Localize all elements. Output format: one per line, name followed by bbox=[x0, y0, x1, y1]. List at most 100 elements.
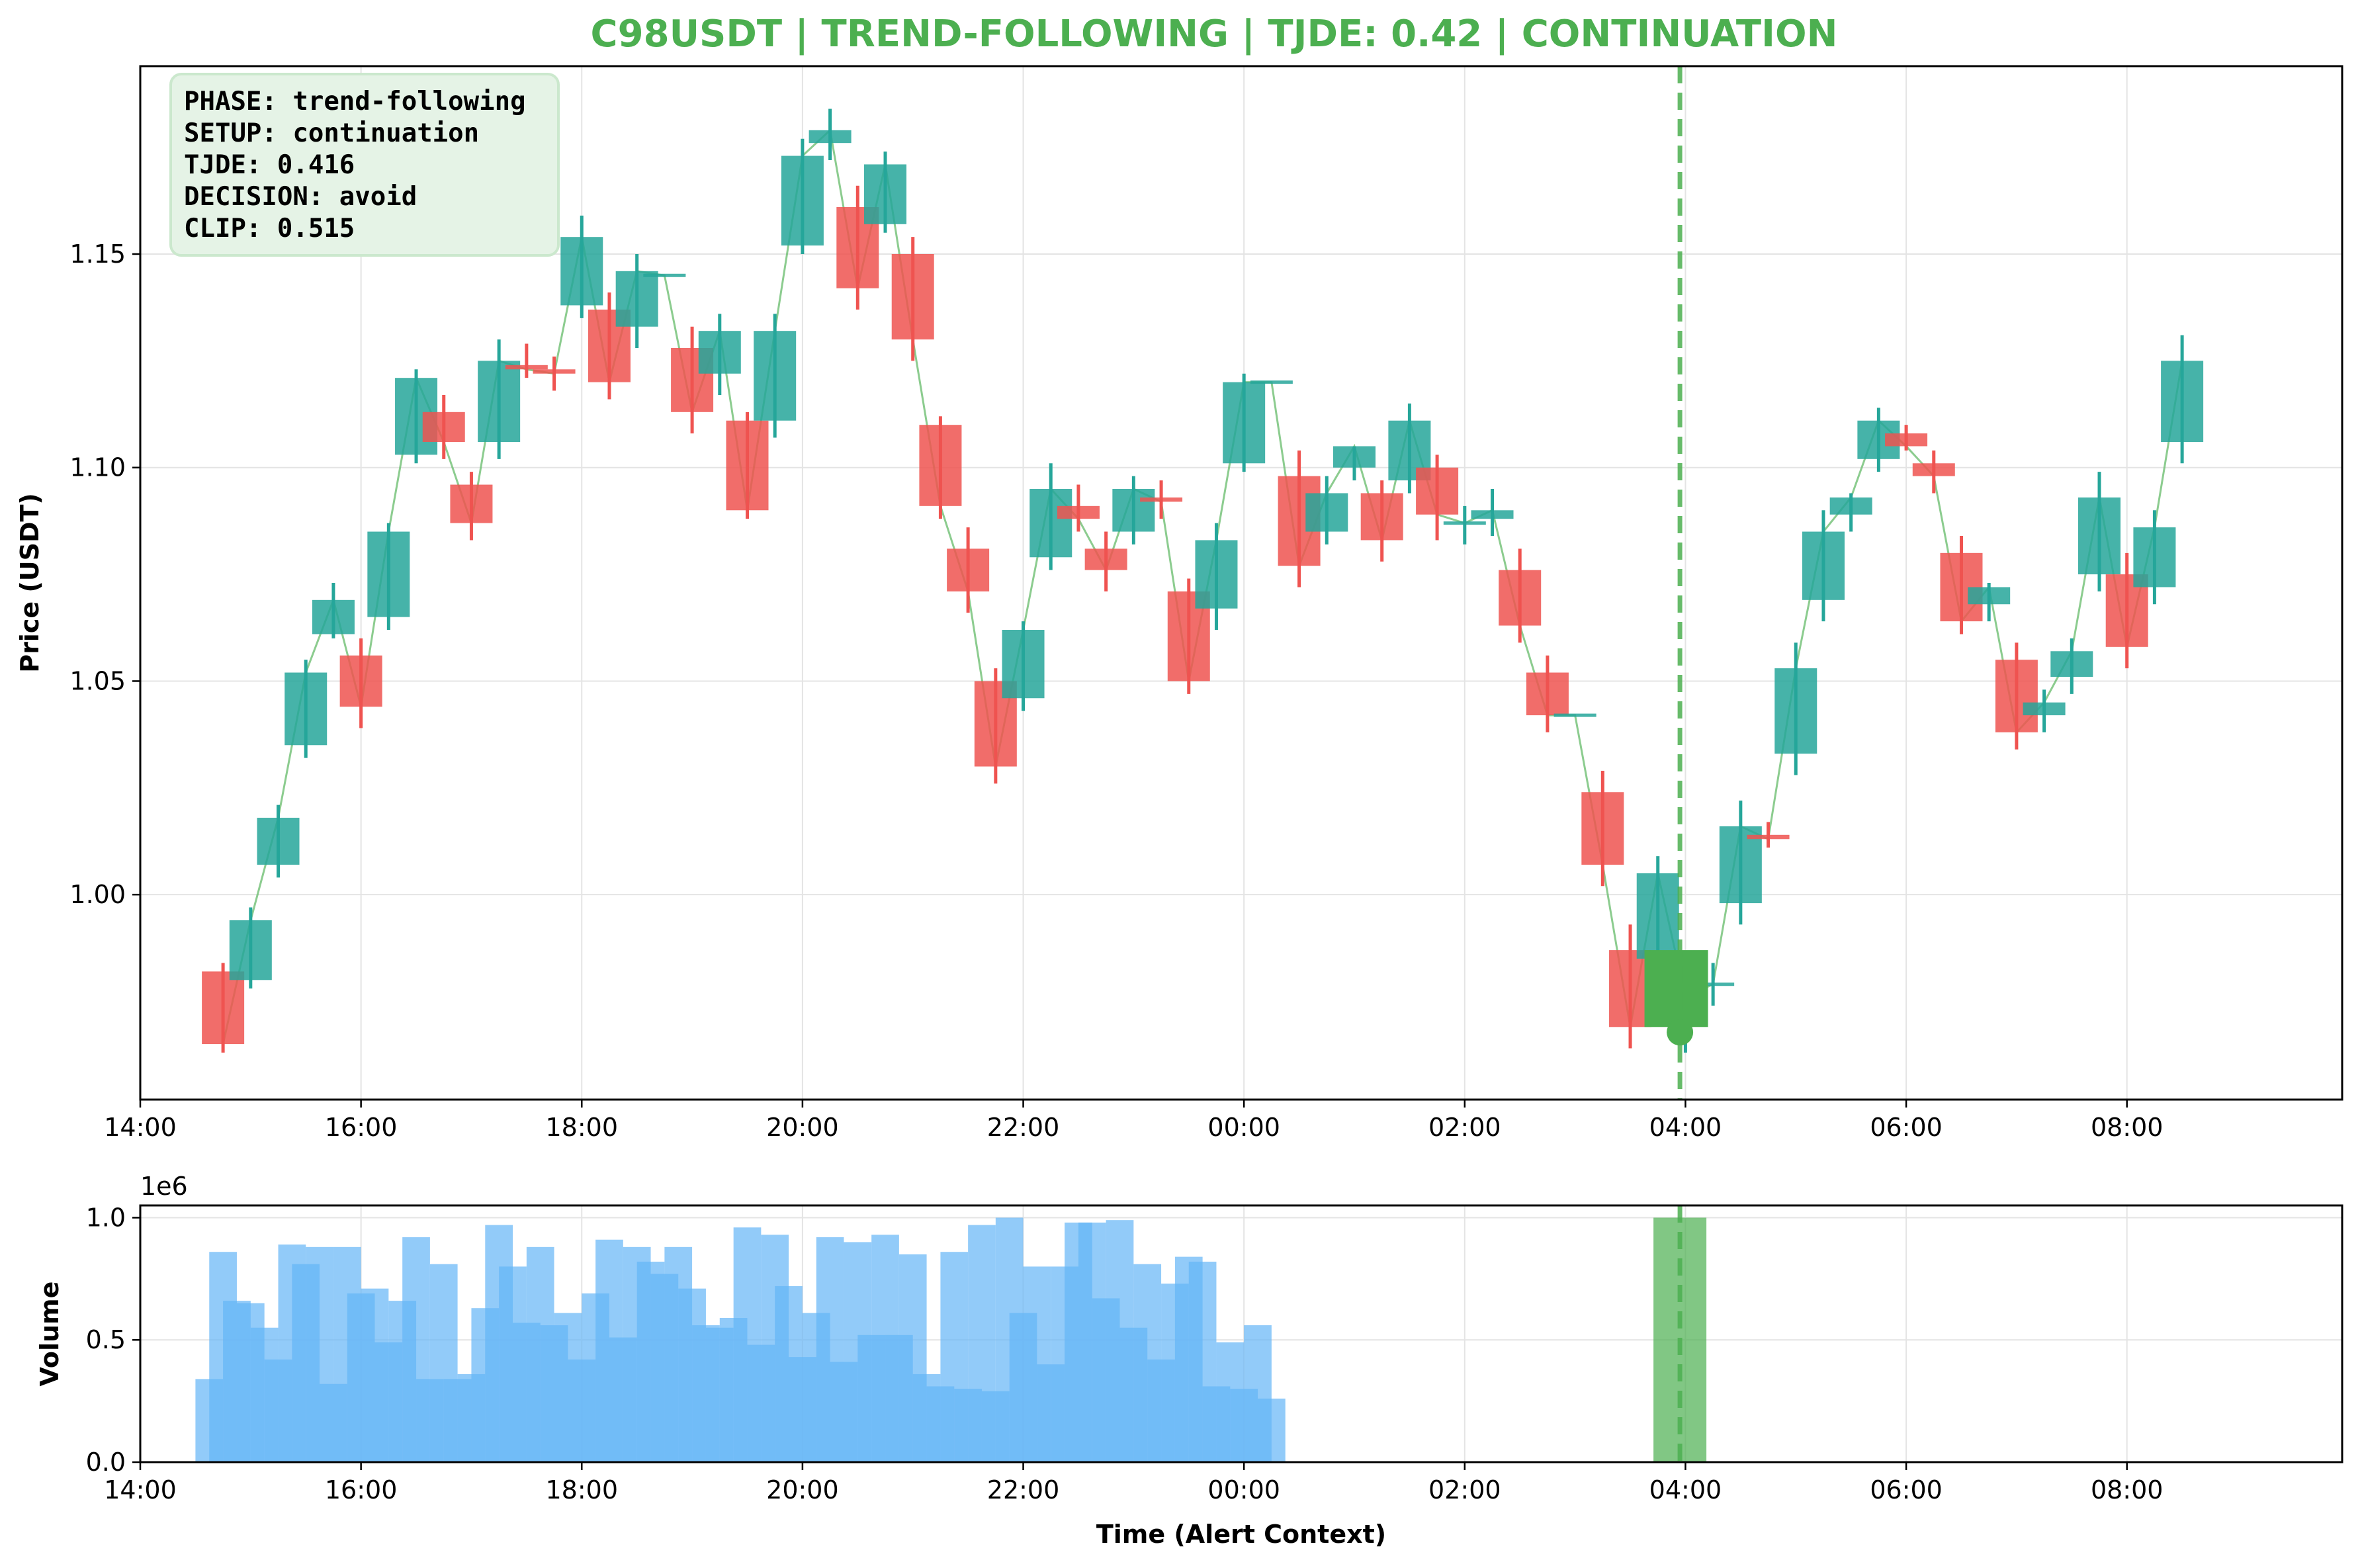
price-axes-frame bbox=[139, 65, 2343, 1101]
candle-body bbox=[1609, 950, 1652, 1027]
candle-body bbox=[422, 412, 465, 442]
price-y-tick-label: 1.15 bbox=[69, 240, 126, 269]
price-y-tick-label: 1.00 bbox=[69, 880, 126, 909]
volume-alert-marker bbox=[1653, 1205, 1707, 1462]
candle bbox=[891, 237, 934, 361]
candle bbox=[339, 638, 382, 728]
price-x-ticks: 14:00 16:00 18:00 20:00 22:00 00:00 02:00 04:00… bbox=[104, 1100, 2163, 1142]
price-panel: 14:00 16:00 18:00 20:00 22:00 00:00 02:00 04:00… bbox=[15, 65, 2343, 1142]
volume-bar bbox=[1258, 1398, 1286, 1462]
candle bbox=[1305, 476, 1348, 544]
candle bbox=[1968, 583, 2011, 622]
candle bbox=[1609, 924, 1652, 1049]
volume-x-tick-label: 22:00 bbox=[987, 1475, 1060, 1504]
candle bbox=[1388, 403, 1431, 494]
candle bbox=[2050, 638, 2093, 694]
volume-x-tick-label: 06:00 bbox=[1870, 1475, 1943, 1504]
volume-y-tick-label: 0.0 bbox=[86, 1448, 126, 1477]
volume-x-ticks: 14:00 16:00 18:00 20:00 22:00 00:00 02:00 04:00… bbox=[104, 1462, 2163, 1504]
volume-y-axis-label: Volume bbox=[35, 1282, 64, 1387]
candle bbox=[450, 472, 493, 541]
info-clip: CLIP: 0.515 bbox=[184, 214, 355, 243]
candle-body bbox=[1912, 463, 1955, 476]
candle-body bbox=[1360, 493, 1403, 541]
candle-body bbox=[919, 425, 962, 506]
price-y-ticks: 1.00 1.05 1.10 1.15 bbox=[69, 240, 140, 909]
candle bbox=[919, 416, 962, 519]
candle bbox=[1912, 450, 1955, 494]
candle bbox=[1692, 963, 1735, 1006]
candle bbox=[1360, 480, 1403, 562]
candle bbox=[947, 527, 990, 613]
candle-body bbox=[1995, 660, 2038, 732]
candle-body bbox=[284, 672, 328, 746]
info-box-background bbox=[169, 73, 560, 257]
candle-body bbox=[229, 920, 272, 980]
candle bbox=[698, 314, 741, 395]
candle-body bbox=[1195, 540, 1238, 609]
candle-body bbox=[1250, 380, 1293, 384]
price-y-axis-label: Price (USDT) bbox=[15, 493, 44, 673]
price-x-tick-label: 22:00 bbox=[987, 1113, 1060, 1142]
candle bbox=[284, 660, 328, 758]
candle bbox=[1802, 510, 1845, 622]
candle-body bbox=[1443, 521, 1486, 525]
candle-body bbox=[1553, 713, 1597, 717]
volume-x-axis-label: Time (Alert Context) bbox=[1096, 1520, 1386, 1549]
candle-body bbox=[1885, 433, 1928, 447]
price-x-tick-label: 06:00 bbox=[1870, 1113, 1943, 1142]
candle-body bbox=[1140, 497, 1183, 502]
candle bbox=[1195, 523, 1238, 630]
candle-body bbox=[367, 531, 410, 617]
candle-body bbox=[1084, 548, 1127, 570]
candle-body bbox=[698, 331, 741, 374]
price-x-tick-label: 08:00 bbox=[2091, 1113, 2164, 1142]
candle-body bbox=[2161, 361, 2204, 442]
candle-body bbox=[1416, 467, 1459, 515]
volume-x-tick-label: 04:00 bbox=[1649, 1475, 1722, 1504]
candle-body bbox=[1057, 505, 1100, 519]
candle-body bbox=[781, 155, 824, 246]
candle bbox=[533, 356, 576, 391]
candle-body bbox=[560, 237, 603, 306]
candle-body bbox=[615, 271, 658, 327]
candle bbox=[1747, 822, 1790, 848]
candle-body bbox=[1499, 570, 1542, 626]
volume-x-tick-label: 20:00 bbox=[766, 1475, 839, 1504]
candle bbox=[422, 395, 465, 459]
candle-body bbox=[1471, 510, 1514, 519]
candle-body bbox=[1223, 382, 1266, 464]
candle bbox=[1057, 484, 1100, 532]
candle-body bbox=[1526, 672, 1569, 716]
info-setup: SETUP: continuation bbox=[184, 118, 479, 148]
volume-x-tick-label: 02:00 bbox=[1428, 1475, 1501, 1504]
info-phase: PHASE: trend-following bbox=[184, 87, 526, 116]
price-x-tick-label: 04:00 bbox=[1649, 1113, 1722, 1142]
candle-body bbox=[1636, 873, 1679, 959]
candle-body bbox=[478, 361, 521, 442]
candle bbox=[2078, 472, 2121, 591]
candle bbox=[560, 215, 603, 318]
candle-body bbox=[505, 365, 548, 370]
volume-x-tick-label: 16:00 bbox=[325, 1475, 398, 1504]
candle bbox=[505, 343, 548, 378]
candle bbox=[643, 273, 686, 277]
price-x-tick-label: 00:00 bbox=[1207, 1113, 1280, 1142]
price-x-tick-label: 02:00 bbox=[1428, 1113, 1501, 1142]
info-decision: DECISION: avoid bbox=[184, 182, 417, 212]
candle bbox=[2133, 510, 2176, 605]
price-y-tick-label: 1.10 bbox=[69, 453, 126, 482]
candle-body bbox=[1581, 792, 1624, 865]
alert-candle-body bbox=[1644, 950, 1708, 1027]
candle bbox=[864, 152, 907, 233]
volume-x-tick-label: 18:00 bbox=[546, 1475, 619, 1504]
candle bbox=[312, 583, 355, 638]
candle-body bbox=[754, 331, 797, 421]
candle bbox=[1526, 655, 1569, 732]
candle-body bbox=[339, 655, 382, 707]
candle bbox=[615, 254, 658, 348]
volume-panel: 14:00 16:00 18:00 20:00 22:00 00:00 02:00 04:00… bbox=[35, 1172, 2343, 1549]
candle bbox=[781, 138, 824, 254]
candle bbox=[1223, 373, 1266, 472]
